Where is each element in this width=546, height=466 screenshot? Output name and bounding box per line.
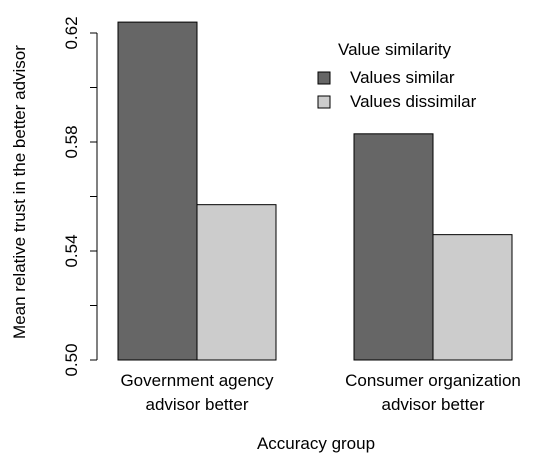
legend-items: Values similar Values dissimilar	[317, 68, 477, 111]
legend: Value similarity Values similar Values di…	[317, 40, 477, 111]
legend-swatch	[317, 95, 331, 109]
x-tick-label: Government agency advisor better	[120, 371, 274, 414]
bar-2-1	[353, 133, 434, 361]
y-axis: 0.50 0.54 0.58 0.62	[62, 16, 98, 377]
legend-title: Value similarity	[338, 40, 452, 59]
bar-2-2	[432, 234, 513, 361]
legend-label: Values similar	[350, 68, 455, 87]
legend-swatch	[317, 71, 331, 85]
bar-1-1	[117, 21, 198, 361]
bars-group	[117, 21, 513, 361]
bar-1-2	[196, 204, 277, 361]
y-tick-label: 0.58	[62, 125, 81, 158]
y-axis-title: Mean relative trust in the better adviso…	[10, 45, 29, 339]
y-tick-label: 0.54	[62, 234, 81, 267]
x-tick-label: Consumer organization advisor better	[345, 371, 521, 414]
x-axis-title: Accuracy group	[257, 434, 375, 453]
y-tick-label: 0.62	[62, 16, 81, 49]
legend-label: Values dissimilar	[350, 92, 477, 111]
y-tick-label: 0.50	[62, 343, 81, 376]
x-axis-labels: Government agency advisor better Consumer …	[120, 371, 520, 414]
